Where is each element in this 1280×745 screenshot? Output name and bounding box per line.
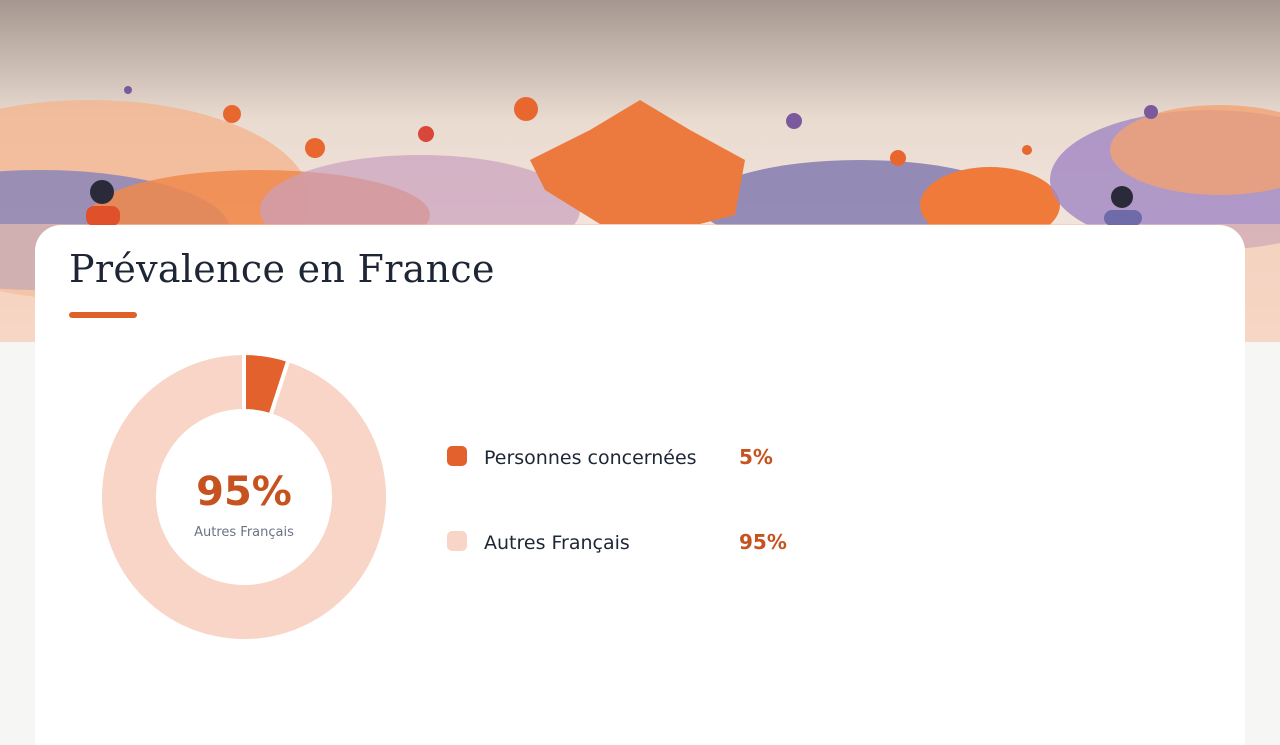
card-title: Prévalence en France <box>69 247 495 291</box>
legend-label: Autres Français <box>484 532 630 554</box>
legend-swatch <box>447 446 467 466</box>
donut-chart: 95% Autres Français Personnes concernées 5%… <box>98 350 787 643</box>
legend-label: Personnes concernées <box>484 447 697 469</box>
center-value: 95% <box>196 469 292 515</box>
center-label: Autres Français <box>194 525 294 540</box>
card: Prévalence en France 95% Autres Français P… <box>35 225 1245 745</box>
legend-swatch <box>447 531 467 551</box>
legend-value: 5% <box>739 445 773 469</box>
legend-value: 95% <box>739 530 787 554</box>
title-underline <box>69 312 137 318</box>
donut-slice <box>98 350 390 643</box>
